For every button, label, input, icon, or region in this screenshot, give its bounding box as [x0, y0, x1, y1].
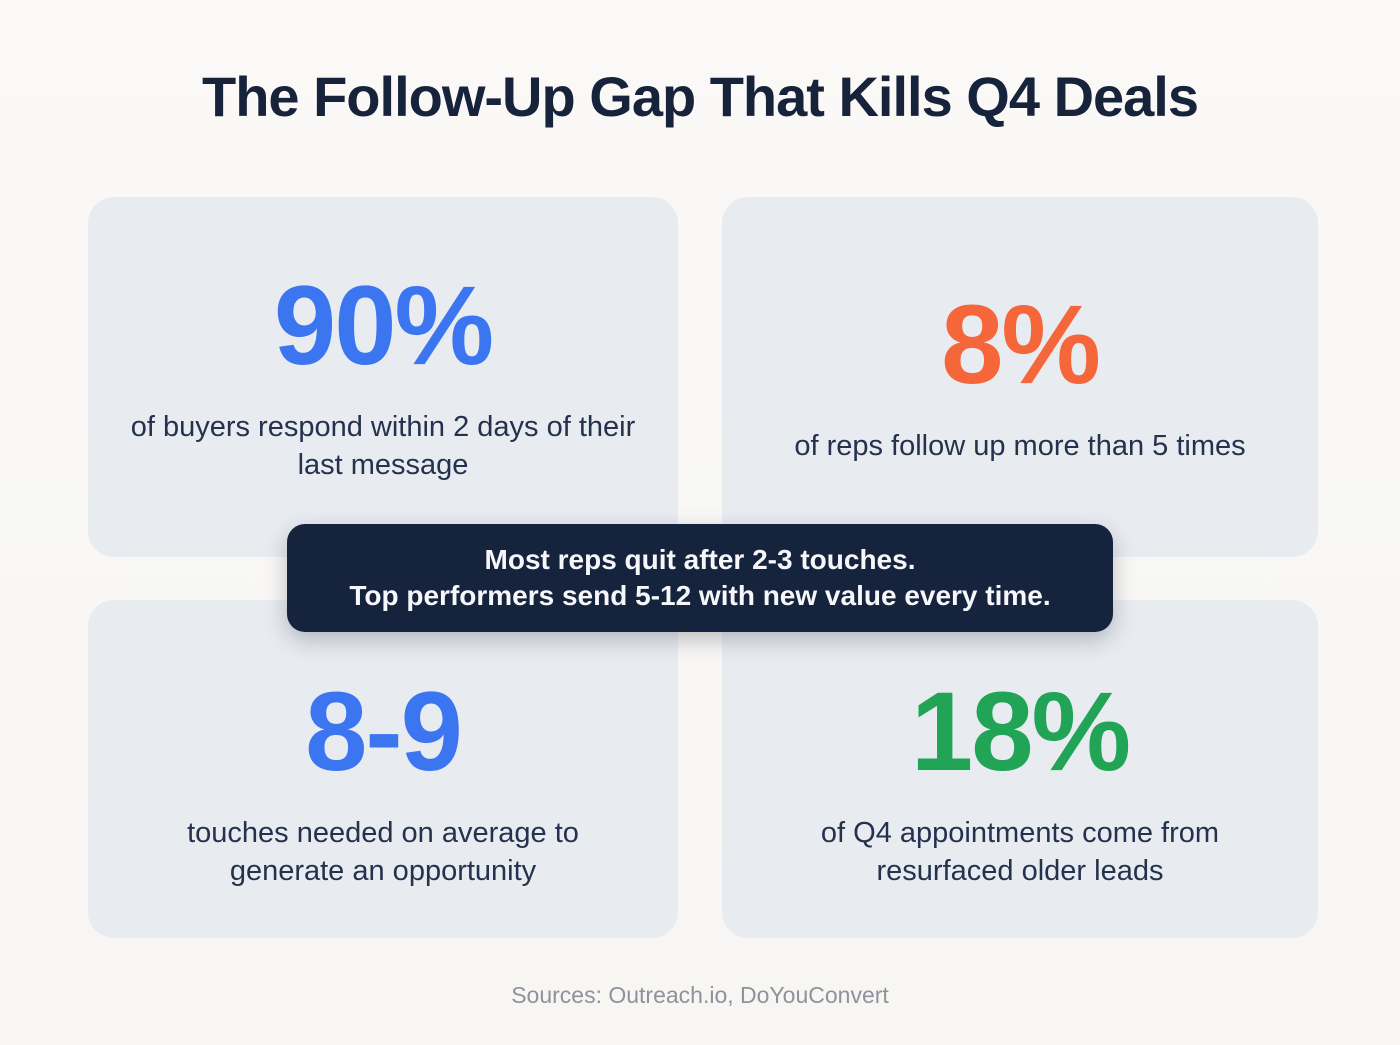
stat-value: 90%: [273, 262, 494, 388]
stat-description: of buyers respond within 2 days of their…: [130, 410, 636, 481]
stat-description: touches needed on average to generate an…: [187, 816, 579, 887]
stat-value: 18%: [910, 668, 1131, 794]
stat-value: 8%: [941, 281, 1101, 407]
callout-banner: Most reps quit after 2-3 touches. Top pe…: [287, 524, 1113, 632]
callout-line-2: Top performers send 5-12 with new value …: [349, 580, 1051, 611]
callout-line-1: Most reps quit after 2-3 touches.: [484, 543, 916, 575]
stat-card-reps-follow-up: 8% of reps follow up more than 5 times: [722, 197, 1318, 557]
page-title: The Follow-Up Gap That Kills Q4 Deals: [201, 65, 1199, 128]
stat-card-q4-appointments: 18% of Q4 appointments come from resurfa…: [722, 600, 1318, 938]
sources-note: Sources: Outreach.io, DoYouConvert: [511, 982, 889, 1008]
stat-value: 8-9: [305, 668, 463, 794]
stat-description: of reps follow up more than 5 times: [794, 429, 1246, 462]
stat-card-buyers-respond: 90% of buyers respond within 2 days of t…: [88, 197, 678, 557]
stat-description: of Q4 appointments come from resurfaced …: [820, 816, 1220, 887]
stat-card-touches-needed: 8-9 touches needed on average to generat…: [88, 600, 678, 938]
